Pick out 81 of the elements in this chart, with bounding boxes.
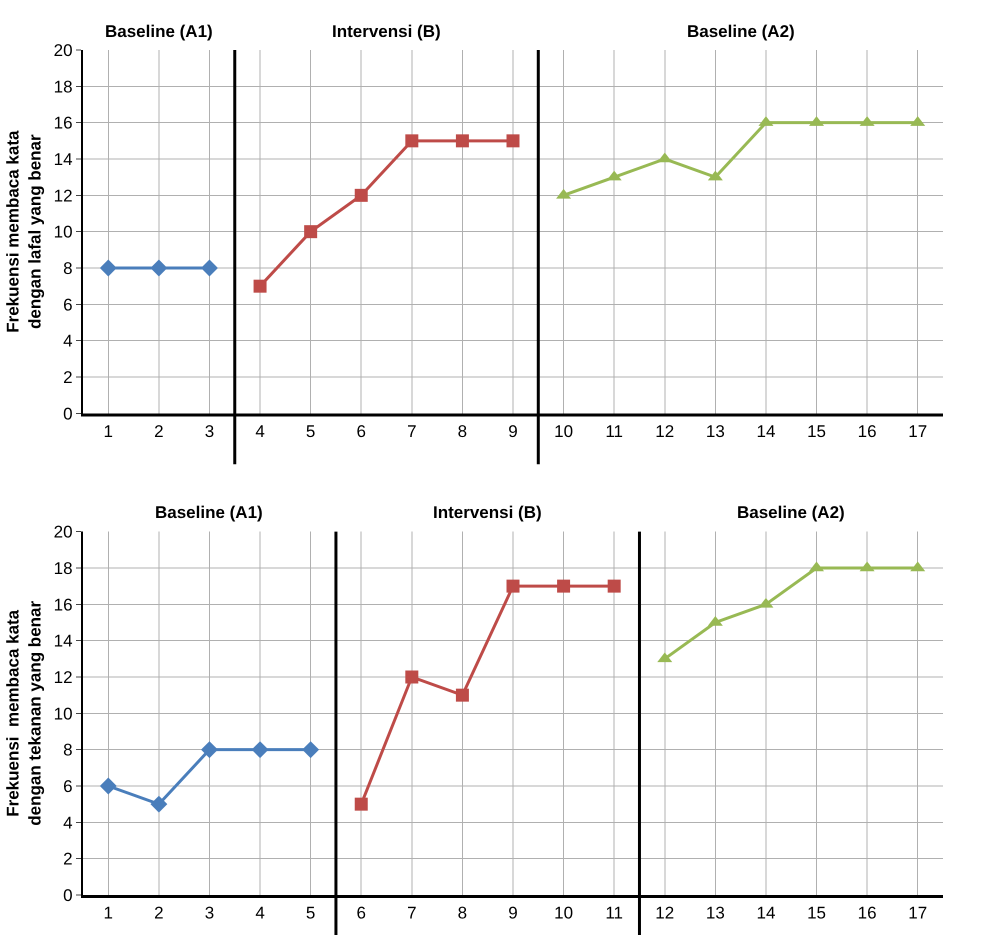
y-tick-label: 0 [63, 886, 73, 905]
y-tick-label: 16 [54, 114, 73, 133]
point [201, 741, 218, 758]
text: Intervensi (B) [332, 22, 441, 41]
point [354, 188, 368, 202]
x-tick-label: 6 [356, 903, 366, 922]
x-tick-label: 13 [706, 903, 725, 922]
x-tick-label: 11 [605, 422, 624, 441]
y-tick-label: 18 [54, 558, 73, 578]
x-tick-label: 17 [908, 422, 928, 441]
x-tick-label: 17 [908, 903, 928, 922]
point [405, 670, 418, 684]
point [302, 741, 320, 758]
x-tick-label: 15 [807, 903, 826, 922]
y-tick-label: 14 [54, 632, 73, 651]
y-axis-title: Frekuensi membaca kata dengan tekanan yang benar [4, 600, 45, 826]
x-tick-label: 4 [255, 422, 265, 441]
y-tick-label: 18 [54, 77, 73, 96]
y-tick-label: 20 [54, 522, 73, 542]
point [506, 134, 520, 148]
point [150, 796, 168, 813]
x-tick-label: 10 [554, 422, 574, 441]
text: Intervensi (B) [433, 503, 542, 522]
y-tick-label: 8 [63, 258, 73, 278]
point [100, 778, 117, 794]
x-tick-label: 9 [508, 422, 518, 441]
y-tick-label: 2 [63, 850, 73, 869]
point [354, 798, 368, 811]
x-tick-label: 8 [458, 903, 468, 922]
y-tick-label: 10 [54, 704, 73, 724]
text: Baseline (A2) [737, 503, 845, 522]
point [456, 134, 469, 148]
point [304, 225, 318, 238]
point [252, 741, 269, 758]
point [201, 260, 218, 276]
x-tick-label: 12 [655, 422, 674, 441]
y-tick-label: 12 [54, 668, 73, 687]
x-tick-label: 4 [255, 903, 265, 922]
x-tick-label: 2 [154, 903, 164, 922]
x-tick-label: 1 [104, 422, 114, 441]
x-tick-label: 3 [204, 422, 214, 441]
x-tick-label: 11 [605, 903, 624, 922]
x-tick-label: 3 [204, 903, 214, 922]
x-tick-label: 15 [807, 422, 826, 441]
point [405, 134, 418, 148]
x-tick-label: 2 [154, 422, 164, 441]
point [150, 260, 168, 276]
y-tick-label: 14 [54, 150, 73, 169]
x-tick-label: 13 [706, 422, 725, 441]
y-tick-label: 20 [54, 40, 73, 60]
x-tick-label: 7 [407, 903, 417, 922]
x-tick-label: 6 [356, 422, 366, 441]
y-tick-label: 16 [54, 595, 73, 614]
y-tick-label: 8 [63, 740, 73, 760]
point [456, 688, 469, 702]
x-tick-label: 16 [858, 903, 877, 922]
y-tick-label: 12 [54, 186, 73, 206]
x-tick-label: 12 [655, 903, 674, 922]
x-tick-label: 5 [306, 422, 316, 441]
y-tick-label: 6 [63, 776, 73, 796]
y-tick-label: 10 [54, 222, 73, 242]
x-tick-label: 14 [756, 903, 776, 922]
y-tick-label: 0 [63, 404, 73, 424]
x-tick-label: 5 [306, 903, 316, 922]
y-tick-label: 2 [63, 368, 73, 387]
text: Baseline (A1) [105, 22, 213, 41]
x-tick-label: 14 [756, 422, 776, 441]
point [254, 280, 267, 293]
x-tick-label: 1 [104, 903, 114, 922]
x-tick-label: 10 [554, 903, 574, 922]
text: Baseline (A1) [155, 503, 263, 522]
text: Baseline (A2) [687, 22, 795, 41]
point [100, 260, 117, 276]
y-axis-title: Frekuensi membaca kata dengan lafal yang benar [4, 130, 45, 333]
x-tick-label: 7 [407, 422, 417, 441]
y-tick-label: 4 [63, 332, 73, 351]
x-tick-label: 8 [458, 422, 468, 441]
y-tick-label: 6 [63, 295, 73, 314]
x-tick-label: 9 [508, 903, 518, 922]
x-tick-label: 16 [858, 422, 877, 441]
y-tick-label: 4 [63, 813, 73, 832]
